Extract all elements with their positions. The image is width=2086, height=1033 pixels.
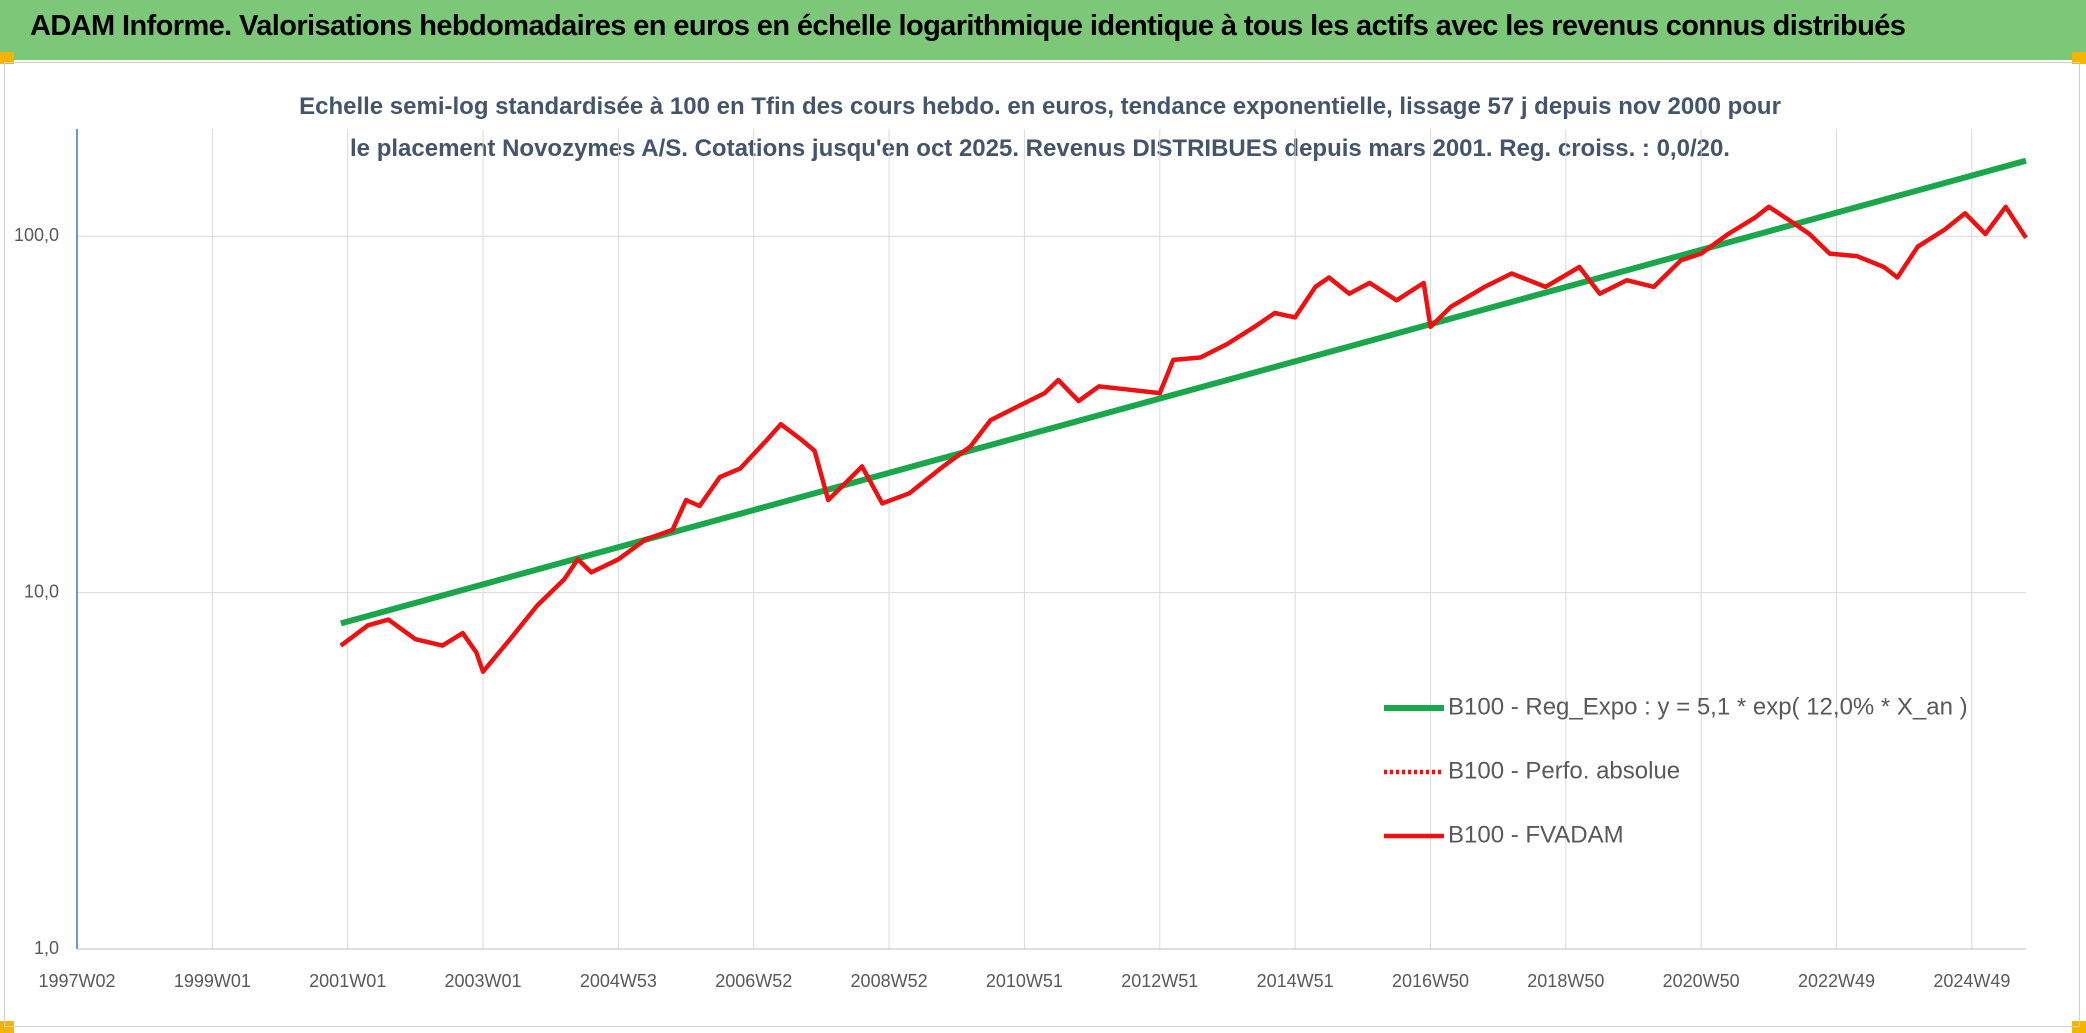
- corner-mark: [2072, 1021, 2086, 1033]
- chart-frame: [4, 62, 2080, 1027]
- x-tick-label: 2010W51: [986, 971, 1063, 991]
- x-tick-label: 2012W51: [1121, 971, 1198, 991]
- chart-subtitle: Echelle semi-log standardisée à 100 en T…: [299, 93, 1781, 162]
- corner-mark: [2072, 52, 2086, 64]
- y-tick-label: 100,0: [14, 225, 59, 245]
- x-tick-label: 2024W49: [1933, 971, 2010, 991]
- y-tick-label: 1,0: [34, 938, 59, 958]
- corner-mark: [0, 52, 14, 64]
- x-tick-label: 2001W01: [309, 971, 386, 991]
- series-line: [339, 204, 2028, 674]
- x-tick-label: 2016W50: [1392, 971, 1469, 991]
- legend-label: B100 - FVADAM: [1448, 821, 1624, 848]
- y-tick-label: 10,0: [24, 581, 59, 601]
- x-tick-label: 2014W51: [1257, 971, 1334, 991]
- x-tick-label: 2004W53: [580, 971, 657, 991]
- x-tick-label: 2006W52: [715, 971, 792, 991]
- corner-mark: [0, 1021, 14, 1033]
- x-tick-label: 2008W52: [851, 971, 928, 991]
- series-line: [340, 157, 2027, 627]
- legend-label: B100 - Reg_Expo : y = 5,1 * exp( 12,0% *…: [1448, 693, 1968, 720]
- x-tick-label: 1999W01: [174, 971, 251, 991]
- title-banner: ADAM Informe. Valorisations hebdomadaire…: [0, 0, 2086, 60]
- series-line: [339, 204, 2028, 674]
- chart-title: ADAM Informe. Valorisations hebdomadaire…: [30, 10, 1906, 42]
- x-tick-label: 2020W50: [1663, 971, 1740, 991]
- x-tick-label: 2018W50: [1527, 971, 1604, 991]
- x-tick-label: 1997W02: [38, 971, 115, 991]
- x-tick-label: 2022W49: [1798, 971, 1875, 991]
- legend-label: B100 - Perfo. absolue: [1448, 757, 1680, 784]
- x-tick-label: 2003W01: [445, 971, 522, 991]
